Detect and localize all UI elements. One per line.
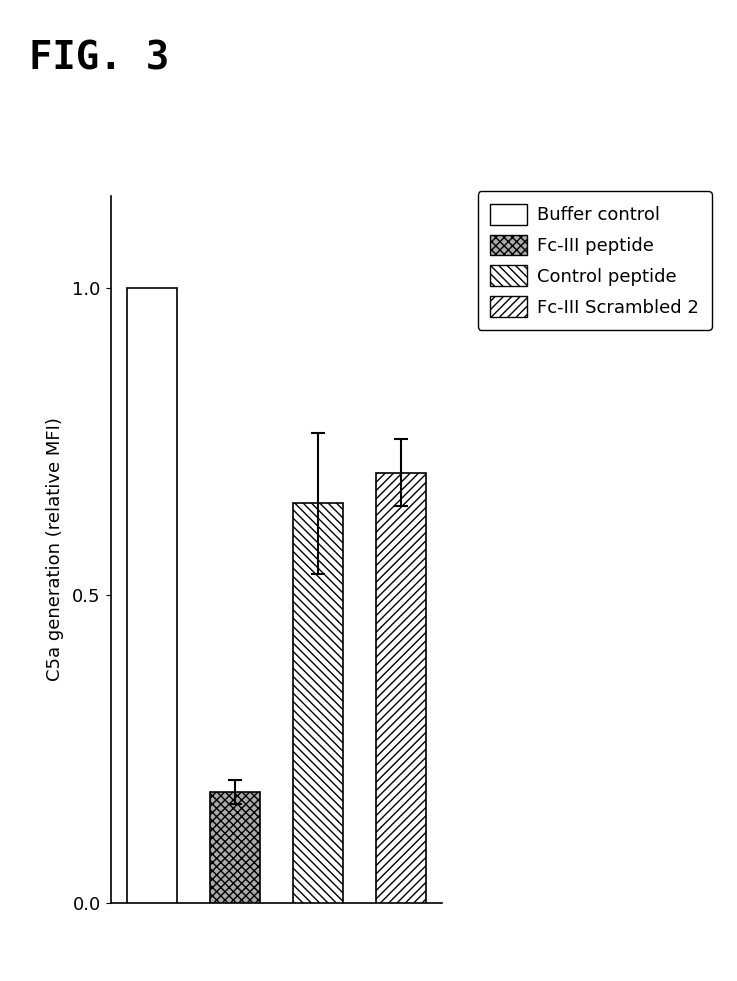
Bar [293, 503, 343, 903]
Bar [376, 473, 426, 903]
Bar [210, 792, 259, 903]
Bar [127, 288, 177, 903]
Y-axis label: C5a generation (relative MFI): C5a generation (relative MFI) [46, 418, 64, 681]
Legend: Buffer control, Fc-III peptide, Control peptide, Fc-III Scrambled 2: Buffer control, Fc-III peptide, Control … [478, 191, 712, 330]
Text: FIG. 3: FIG. 3 [29, 39, 170, 77]
